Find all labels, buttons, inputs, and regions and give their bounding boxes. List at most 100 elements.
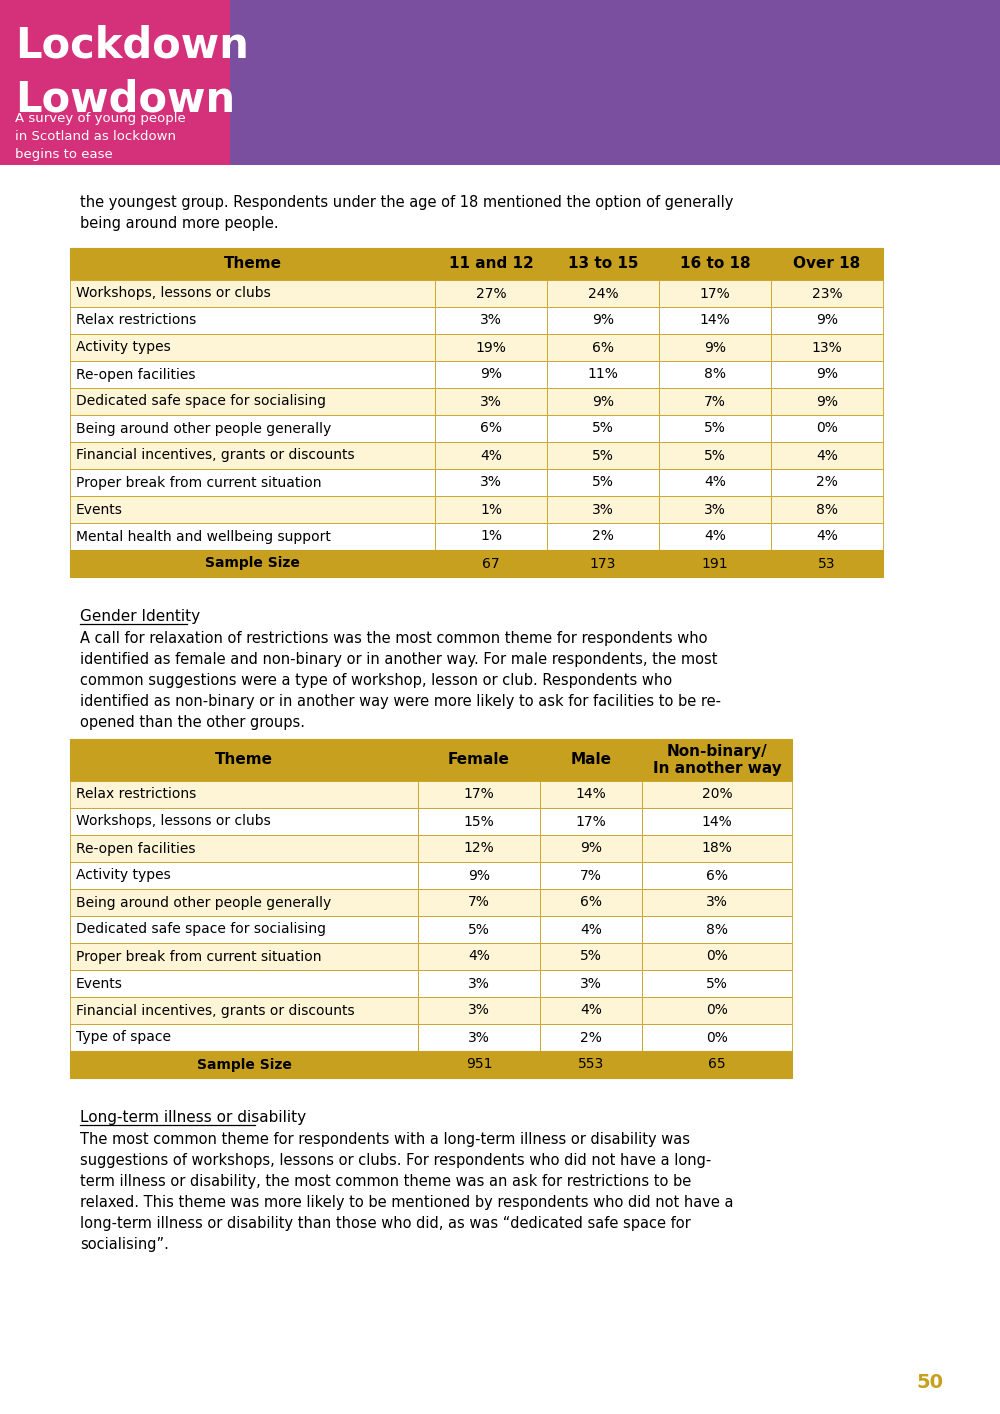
Text: Dedicated safe space for socialising: Dedicated safe space for socialising xyxy=(76,922,326,936)
Bar xyxy=(547,469,659,496)
Text: Workshops, lessons or clubs: Workshops, lessons or clubs xyxy=(76,814,271,829)
Text: 7%: 7% xyxy=(468,895,490,909)
Text: 3%: 3% xyxy=(468,1004,490,1018)
Bar xyxy=(642,740,792,781)
Text: 24%: 24% xyxy=(588,287,618,301)
Bar xyxy=(70,414,435,443)
Bar xyxy=(547,414,659,443)
Text: 6%: 6% xyxy=(592,341,614,355)
Text: Sample Size: Sample Size xyxy=(205,557,300,570)
Bar xyxy=(70,863,418,889)
Text: 3%: 3% xyxy=(592,502,614,516)
Text: 15%: 15% xyxy=(464,814,494,829)
Bar xyxy=(435,523,547,550)
Text: 3%: 3% xyxy=(468,977,490,990)
Text: 2%: 2% xyxy=(816,475,838,489)
Bar xyxy=(70,523,435,550)
Bar xyxy=(70,387,435,414)
Text: 6%: 6% xyxy=(580,895,602,909)
Text: 14%: 14% xyxy=(576,788,606,802)
Bar xyxy=(547,334,659,361)
Text: 3%: 3% xyxy=(706,895,728,909)
Bar xyxy=(771,469,883,496)
Text: 23%: 23% xyxy=(812,287,842,301)
Bar xyxy=(547,443,659,469)
Bar xyxy=(659,334,771,361)
Bar xyxy=(659,414,771,443)
Text: 1%: 1% xyxy=(480,502,502,516)
Bar xyxy=(70,781,418,807)
Bar xyxy=(435,247,547,280)
Text: 8%: 8% xyxy=(704,368,726,382)
Bar xyxy=(547,550,659,577)
Text: 65: 65 xyxy=(708,1058,726,1072)
Text: 5%: 5% xyxy=(592,448,614,462)
Bar xyxy=(540,1024,642,1051)
Bar xyxy=(547,307,659,334)
Text: 553: 553 xyxy=(578,1058,604,1072)
Text: 4%: 4% xyxy=(480,448,502,462)
Bar xyxy=(547,387,659,414)
Text: Dedicated safe space for socialising: Dedicated safe space for socialising xyxy=(76,395,326,409)
Text: 5%: 5% xyxy=(468,922,490,936)
Bar xyxy=(435,496,547,523)
Bar xyxy=(771,496,883,523)
Text: 14%: 14% xyxy=(702,814,732,829)
Text: Activity types: Activity types xyxy=(76,868,171,882)
Bar xyxy=(659,387,771,414)
Bar xyxy=(70,307,435,334)
Text: Relax restrictions: Relax restrictions xyxy=(76,788,196,802)
Bar xyxy=(70,889,418,916)
Bar xyxy=(418,889,540,916)
Bar xyxy=(659,247,771,280)
Text: 9%: 9% xyxy=(704,341,726,355)
Text: Proper break from current situation: Proper break from current situation xyxy=(76,475,322,489)
Bar xyxy=(659,496,771,523)
Text: 4%: 4% xyxy=(704,475,726,489)
Text: Lockdown: Lockdown xyxy=(15,25,249,66)
Text: Lowdown: Lowdown xyxy=(15,78,235,120)
Text: 13 to 15: 13 to 15 xyxy=(568,256,638,271)
Text: 4%: 4% xyxy=(816,448,838,462)
Bar xyxy=(771,523,883,550)
Bar xyxy=(642,1051,792,1077)
Text: 9%: 9% xyxy=(592,395,614,409)
Bar xyxy=(418,970,540,997)
Text: Female: Female xyxy=(448,752,510,768)
Bar xyxy=(418,1051,540,1077)
Bar xyxy=(70,807,418,836)
Bar xyxy=(540,1051,642,1077)
Text: A survey of young people
in Scotland as lockdown
begins to ease: A survey of young people in Scotland as … xyxy=(15,112,186,161)
Text: 4%: 4% xyxy=(704,529,726,543)
Bar xyxy=(642,970,792,997)
Bar xyxy=(70,469,435,496)
Text: 0%: 0% xyxy=(816,421,838,436)
Text: 4%: 4% xyxy=(816,529,838,543)
Text: 2%: 2% xyxy=(592,529,614,543)
Bar xyxy=(642,781,792,807)
Text: Over 18: Over 18 xyxy=(793,256,861,271)
Text: 11%: 11% xyxy=(588,368,618,382)
Text: 173: 173 xyxy=(590,557,616,570)
Text: Financial incentives, grants or discounts: Financial incentives, grants or discount… xyxy=(76,448,355,462)
Text: Long-term illness or disability: Long-term illness or disability xyxy=(80,1110,306,1126)
Text: Male: Male xyxy=(570,752,612,768)
Text: 0%: 0% xyxy=(706,1004,728,1018)
Text: Proper break from current situation: Proper break from current situation xyxy=(76,949,322,963)
Text: Type of space: Type of space xyxy=(76,1031,171,1045)
Bar xyxy=(70,496,435,523)
Bar xyxy=(642,997,792,1024)
Text: Theme: Theme xyxy=(224,256,282,271)
Bar xyxy=(547,280,659,307)
Bar xyxy=(418,997,540,1024)
Bar xyxy=(659,307,771,334)
Text: 13%: 13% xyxy=(812,341,842,355)
Text: 5%: 5% xyxy=(706,977,728,990)
Bar xyxy=(70,997,418,1024)
Bar xyxy=(771,307,883,334)
Bar xyxy=(70,334,435,361)
Bar xyxy=(418,836,540,863)
Text: 6%: 6% xyxy=(480,421,502,436)
Text: 9%: 9% xyxy=(816,395,838,409)
Bar xyxy=(70,740,418,781)
